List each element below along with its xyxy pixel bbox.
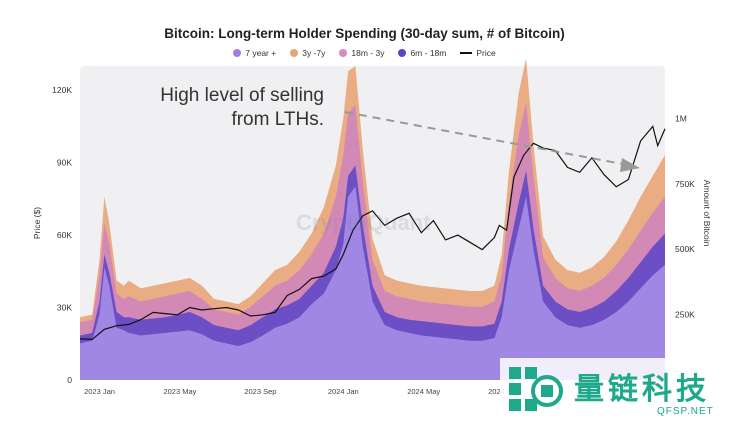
y-axis-label-right: Amount of Bitcoin	[702, 180, 712, 247]
x-tick-label: 2023 Jan	[84, 387, 115, 396]
legend-label: 3y -7y	[302, 48, 326, 58]
legend-item-6m18m[interactable]: 6m - 18m	[398, 48, 446, 58]
x-tick-label: 2023 May	[163, 387, 196, 396]
legend-label: 7 year +	[245, 48, 277, 58]
legend-item-7y[interactable]: 7 year +	[233, 48, 276, 58]
x-tick-label: 2024 May	[407, 387, 440, 396]
site-logo-icon	[509, 367, 563, 411]
site-watermark-logotype: 量链科技	[574, 372, 710, 407]
chart-annotation: High level of selling from LTHs.	[160, 84, 324, 132]
faint-watermark: CryptoQuant	[296, 210, 431, 235]
site-watermark	[500, 358, 729, 427]
legend-label: Price	[476, 48, 496, 58]
chart-legend: 7 year + 3y -7y 18m - 3y 6m - 18m Price	[0, 48, 729, 58]
site-watermark-url: QFSP.NET	[657, 406, 714, 417]
legend-dot-icon	[398, 49, 407, 57]
chart-title: Bitcoin: Long-term Holder Spending (30-d…	[164, 26, 565, 41]
legend-dot-icon	[339, 49, 348, 57]
y-tick-label-left: 90K	[57, 158, 72, 168]
area-7y-plus	[80, 186, 665, 380]
price-line	[79, 125, 666, 341]
annotation-line: from LTHs.	[231, 109, 324, 130]
y-tick-label-right: 1M	[675, 113, 687, 123]
y-tick-label-right: 500K	[675, 244, 695, 254]
y-tick-label-right: 750K	[675, 179, 695, 189]
legend-item-3y7y[interactable]: 3y -7y	[290, 48, 325, 58]
y-axis-label-left: Price ($)	[32, 207, 42, 239]
trend-arrow-line	[344, 111, 629, 166]
legend-dot-icon	[233, 49, 242, 57]
legend-line-icon	[460, 52, 473, 54]
y-tick-label-left: 0	[67, 375, 72, 385]
y-tick-label-left: 120K	[52, 85, 72, 95]
annotation-line: High level of selling	[160, 85, 324, 106]
legend-item-18m3y[interactable]: 18m - 3y	[339, 48, 384, 58]
trend-arrow-head-icon	[620, 158, 640, 172]
legend-dot-icon	[290, 49, 299, 57]
legend-label: 18m - 3y	[351, 48, 385, 58]
x-tick-label: 2024 Jan	[328, 387, 359, 396]
y-tick-label-left: 30K	[57, 303, 72, 313]
x-tick-label: 2023 Sep	[244, 387, 276, 396]
y-tick-label-left: 60K	[57, 230, 72, 240]
y-tick-label-right: 250K	[675, 310, 695, 320]
legend-item-price[interactable]: Price	[460, 48, 496, 58]
legend-label: 6m - 18m	[410, 48, 447, 58]
